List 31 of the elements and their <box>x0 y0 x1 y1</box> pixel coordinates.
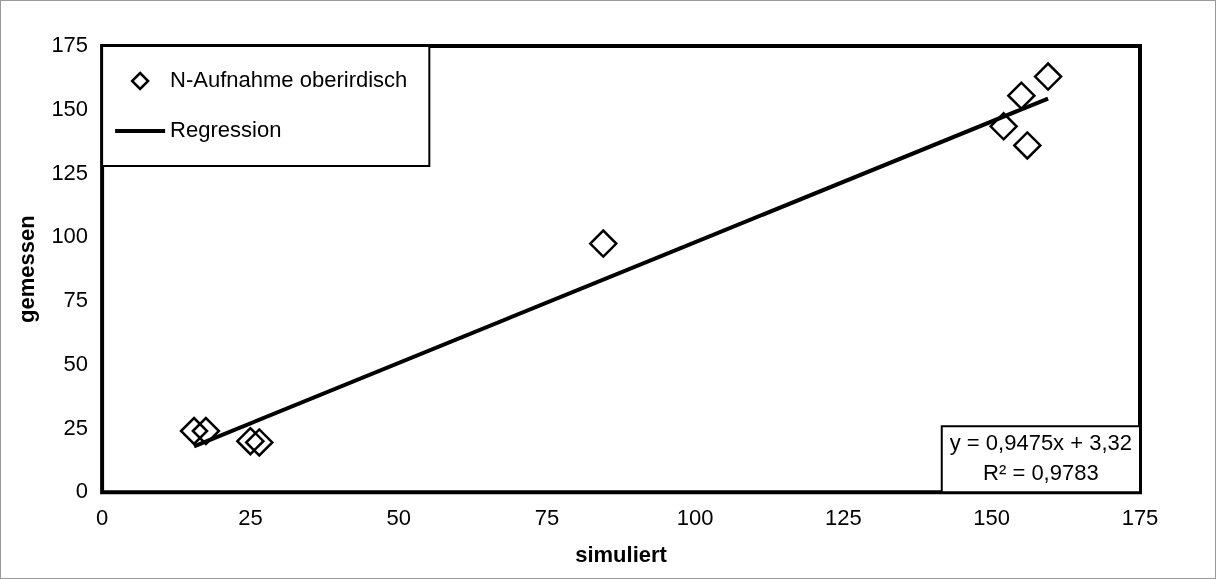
x-tick-label: 100 <box>676 505 714 531</box>
point <box>989 112 1018 141</box>
y-axis-title: gemessen <box>14 215 40 323</box>
x-tick-label: 25 <box>238 505 263 531</box>
x-tick-label: 75 <box>534 505 560 531</box>
x-tick-label: 125 <box>825 505 862 531</box>
y-tick-label: 125 <box>51 159 89 185</box>
point <box>1033 62 1063 91</box>
point <box>179 416 209 446</box>
y-tick-label: 25 <box>63 414 89 440</box>
point <box>245 428 274 457</box>
y-tick-label: 0 <box>75 478 89 504</box>
legend-label: N-Aufnahme oberirdisch <box>170 67 408 93</box>
x-tick-label: 50 <box>386 505 411 531</box>
y-tick-label: 75 <box>63 287 89 313</box>
point <box>1013 131 1042 160</box>
y-tick-label: 150 <box>51 95 89 121</box>
point <box>1007 81 1036 110</box>
legend-label: Regression <box>170 117 282 143</box>
x-axis-title: simuliert <box>575 541 668 567</box>
annotation: R² = 0,9783 <box>983 460 1099 486</box>
x-tick-label: 150 <box>973 505 1011 531</box>
y-tick-label: 100 <box>51 223 89 249</box>
point <box>236 426 265 456</box>
y-tick-label: 50 <box>63 350 89 376</box>
point <box>589 229 618 258</box>
annotation: y = 0,9475x + 3,32 <box>949 430 1133 456</box>
y-tick-label: 175 <box>51 32 89 58</box>
point <box>191 416 221 446</box>
x-tick-label: 0 <box>95 505 109 531</box>
x-tick-label: 175 <box>1121 505 1159 531</box>
